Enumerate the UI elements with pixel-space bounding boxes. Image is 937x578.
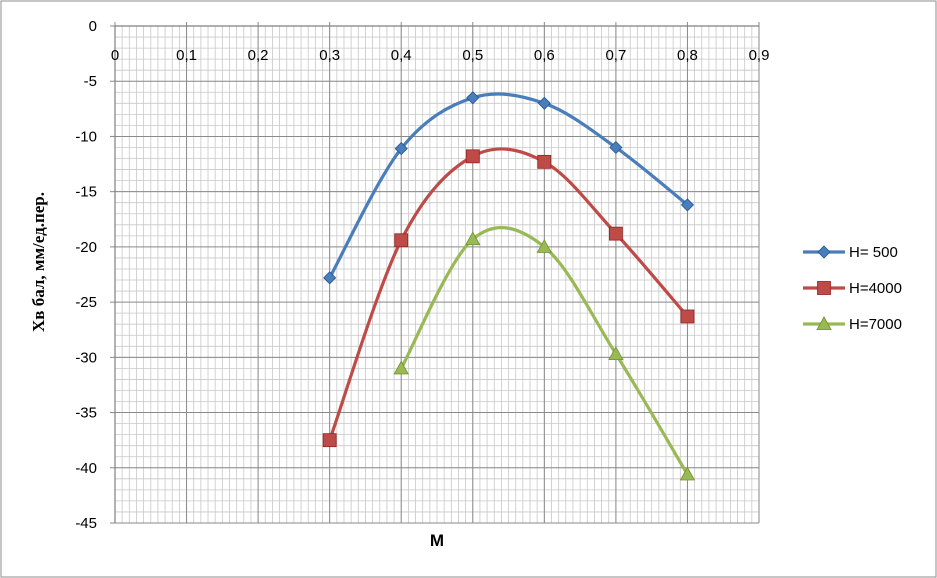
data-point	[394, 233, 409, 248]
data-point	[537, 154, 552, 169]
legend-label: H= 500	[849, 244, 898, 261]
x-axis-title: M	[430, 531, 444, 550]
series-line	[328, 92, 690, 280]
y-tick-label: -10	[75, 128, 97, 145]
legend-entry: H=7000	[803, 316, 902, 333]
data-point	[608, 346, 624, 361]
y-axis-title: Хв бал, мм/ед.пер.	[29, 192, 48, 332]
x-tick-label: 0,6	[534, 47, 555, 64]
data-point	[323, 271, 337, 285]
x-tick-label: 0,3	[319, 47, 340, 64]
data-point	[679, 466, 696, 481]
x-tick-label: 0,8	[677, 47, 698, 64]
data-point	[465, 231, 481, 246]
y-tick-label: -15	[75, 184, 97, 201]
data-point	[536, 239, 553, 253]
x-tick-label: 0,9	[749, 47, 770, 64]
series-layer	[322, 91, 696, 481]
x-tick-label: 0,4	[391, 47, 412, 64]
data-point	[680, 309, 695, 324]
data-point	[466, 91, 480, 105]
data-point	[680, 198, 695, 212]
x-tick-label: 0,2	[248, 47, 269, 64]
y-tick-label: -35	[75, 405, 97, 422]
y-tick-label: -30	[75, 349, 97, 366]
data-point	[393, 360, 409, 375]
series-3	[393, 226, 696, 481]
legend-label: H=4000	[849, 280, 902, 297]
x-tick-label: 0,7	[605, 47, 626, 64]
legend-entry: H=4000	[803, 280, 902, 297]
legend-marker	[817, 245, 831, 259]
y-tick-label: -25	[75, 294, 97, 311]
data-point	[394, 142, 408, 156]
legend-entry: H= 500	[803, 244, 898, 261]
x-tick-labels: 0 0,1 0,2 0,3 0,4 0,5 0,6 0,7 0,8 0,9	[111, 47, 770, 64]
series-2	[322, 147, 695, 448]
data-point	[465, 149, 480, 164]
y-tick-label: -20	[75, 239, 97, 256]
y-tick-label: -45	[75, 515, 97, 532]
x-tick-label: 0,1	[176, 47, 197, 64]
y-tick-label: -40	[75, 460, 97, 477]
y-tick-label: -5	[84, 73, 97, 90]
legend-marker	[816, 316, 832, 331]
data-point	[322, 433, 337, 448]
x-tick-label: 0,5	[462, 47, 483, 64]
legend: H= 500 H=4000 H=7000	[803, 244, 902, 333]
data-point	[608, 226, 623, 241]
axes	[110, 22, 760, 524]
data-point	[609, 140, 623, 155]
series-1	[323, 91, 695, 285]
legend-label: H=7000	[849, 316, 902, 333]
y-tick-label: 0	[89, 18, 97, 35]
y-tick-labels: 0 -5 -10 -15 -20 -25 -30 -35 -40 -45	[75, 18, 97, 532]
x-tick-label: 0	[111, 47, 119, 64]
legend-marker	[817, 281, 831, 295]
data-point	[537, 96, 551, 110]
